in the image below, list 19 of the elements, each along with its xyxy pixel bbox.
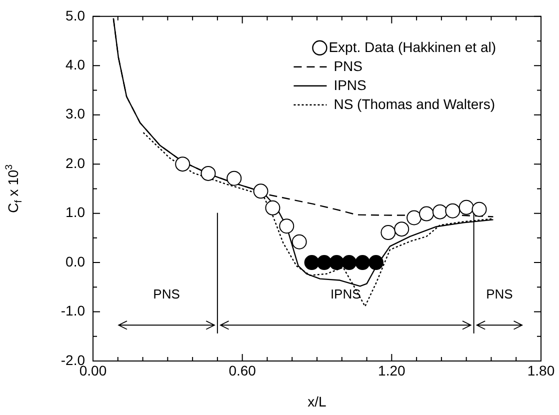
y-tick-label: 2.0 [66,154,86,171]
y-tick-label: 4.0 [66,56,86,72]
y-tick-label: 5.0 [66,7,86,24]
x-tick-label: 0.60 [228,362,256,378]
annotation: PNS [153,286,180,302]
y-tick-label: 3.0 [66,106,86,122]
legend-label: PNS [334,58,362,74]
annotation: IPNS [330,286,362,302]
legend-label: NS (Thomas and Walters) [334,96,496,112]
y-axis-title: Cf x 103 [4,164,25,214]
legend-label: IPNS [334,76,366,93]
y-tick-label: 0.0 [66,253,86,270]
x-axis-title: x/L [308,393,327,410]
x-tick-label: 1.80 [527,362,555,378]
annotation: PNS [486,286,514,302]
x-tick-label: 1.20 [378,362,406,378]
y-tick-label: -1.0 [60,302,86,319]
legend-label: Expt. Data (Hakkinen et al) [328,38,496,55]
y-tick-label: 1.0 [66,204,86,220]
